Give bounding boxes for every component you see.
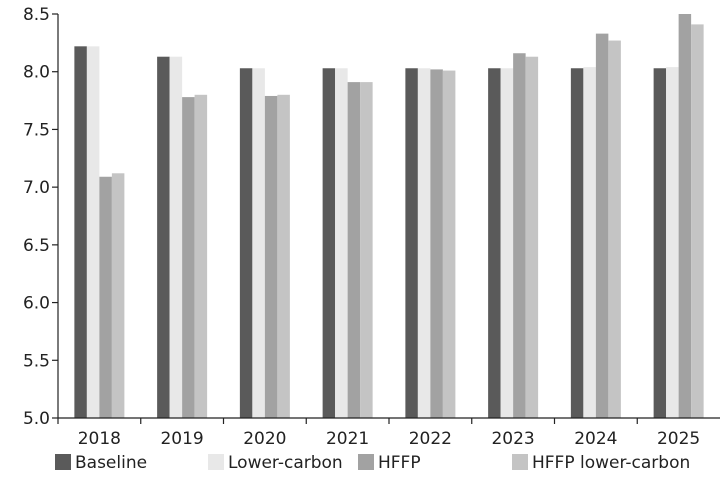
legend-swatch-lower-carbon [208, 454, 224, 470]
legend-swatch-baseline [55, 454, 71, 470]
bar-hffp-2019 [182, 97, 195, 418]
bar-hffp-lower-carbon-2018 [111, 173, 125, 418]
bar-hffp-lower-carbon-2019 [194, 94, 208, 419]
bar-hffp-2021 [347, 82, 361, 419]
bar-hffp-2023 [513, 53, 526, 418]
y-tick-label: 7.5 [23, 120, 50, 140]
bar-hffp-2018 [99, 176, 112, 418]
legend-label-hffp-lower-carbon: HFFP lower-carbon [532, 453, 690, 473]
x-tick-label: 2022 [409, 429, 452, 449]
x-tick-label: 2018 [78, 429, 121, 449]
bar-hffp-lower-carbon-2024 [608, 40, 621, 418]
bar-lower-carbon-2021 [335, 68, 348, 418]
y-tick-label: 5.0 [23, 409, 50, 429]
bar-hffp-lower-carbon-2021 [360, 82, 373, 419]
bar-lower-carbon-2019 [169, 56, 183, 419]
bar-baseline-2018 [74, 46, 87, 418]
y-tick-label: 6.5 [23, 236, 50, 256]
legend-swatch-hffp [358, 454, 374, 470]
bars-layer [74, 14, 704, 419]
x-axis-ticks: 2018 2019 2020 2021 2022 2023 2024 2025 [57, 418, 700, 449]
bar-hffp-lower-carbon-2025 [691, 24, 704, 418]
legend-label-baseline: Baseline [75, 453, 147, 473]
bar-baseline-2023 [488, 68, 501, 418]
bar-hffp-lower-carbon-2023 [525, 56, 539, 419]
x-tick-label: 2020 [243, 429, 286, 449]
bar-hffp-2020 [264, 95, 278, 418]
legend-label-hffp: HFFP [378, 453, 421, 473]
x-tick-label: 2019 [160, 429, 203, 449]
bar-lower-carbon-2023 [500, 68, 514, 418]
y-tick-label: 7.0 [23, 178, 50, 198]
bar-hffp-2022 [430, 69, 443, 419]
bar-hffp-2025 [678, 14, 692, 418]
bar-baseline-2025 [653, 68, 667, 418]
x-tick-label: 2021 [326, 429, 369, 449]
bar-baseline-2020 [239, 68, 253, 418]
bar-baseline-2021 [322, 68, 336, 418]
bar-baseline-2019 [157, 56, 170, 419]
bar-lower-carbon-2020 [252, 68, 265, 418]
bar-lower-carbon-2018 [86, 46, 100, 418]
legend-swatch-hffp-lower-carbon [512, 454, 528, 470]
bar-lower-carbon-2024 [583, 67, 596, 419]
bar-lower-carbon-2022 [417, 68, 431, 418]
bar-hffp-2024 [595, 33, 609, 418]
bar-hffp-lower-carbon-2022 [442, 70, 456, 418]
bar-baseline-2022 [405, 68, 418, 418]
y-tick-label: 6.0 [23, 294, 50, 314]
bar-lower-carbon-2025 [666, 67, 679, 419]
x-tick-label: 2025 [657, 429, 700, 449]
legend: Baseline Lower-carbon HFFP HFFP lower-carbo… [55, 453, 690, 473]
x-tick-label: 2024 [574, 429, 617, 449]
x-tick-label: 2023 [491, 429, 534, 449]
bar-hffp-lower-carbon-2020 [277, 94, 290, 419]
legend-label-lower-carbon: Lower-carbon [228, 453, 343, 473]
y-tick-label: 8.0 [23, 63, 50, 83]
bar-baseline-2024 [570, 68, 584, 418]
y-axis-ticks: 5.0 5.5 6.0 6.5 7.0 7.5 8.0 8.5 [23, 5, 58, 429]
y-tick-label: 8.5 [23, 5, 50, 25]
y-tick-label: 5.5 [23, 351, 50, 371]
